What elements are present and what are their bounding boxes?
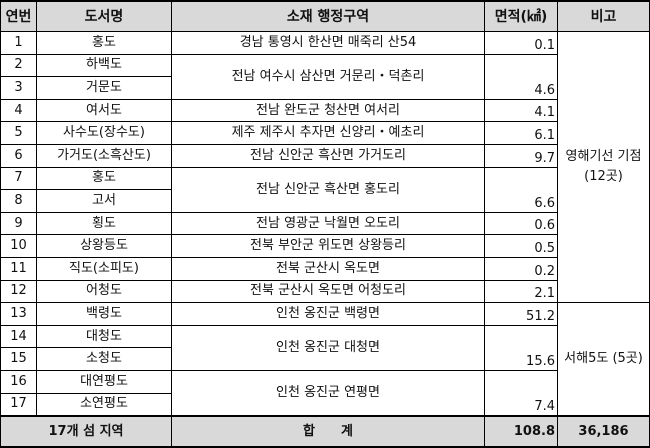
table-row: 10 상왕등도 전북 부안군 위도면 상왕등리 0.5 (0, 234, 650, 258)
table-row: 8 고서 (0, 189, 650, 213)
header-region: 소재 행정구역 (171, 0, 485, 32)
row-name: 소청도 (36, 347, 172, 371)
header-area: 면적(㎢) (484, 0, 558, 32)
row-name: 소연평도 (36, 392, 172, 417)
row-no: 6 (0, 143, 37, 168)
row-area: 7.4 (484, 369, 558, 417)
row-region: 전남 신안군 흑산면 홍도리 (171, 166, 485, 213)
row-region: 인천 옹진군 백령면 (171, 302, 485, 326)
row-area: 0.6 (484, 211, 558, 236)
row-no: 12 (0, 279, 37, 304)
note-baseline: 영해기선 기점 (12곳) (557, 30, 650, 304)
row-area: 9.7 (484, 143, 558, 168)
row-region: 전북 군산시 옥도면 (171, 256, 485, 281)
row-name: 대연평도 (36, 369, 172, 394)
table-row: 13 백령도 인천 옹진군 백령면 51.2 서해5도 (5곳) (0, 302, 650, 417)
row-name: 거문도 (36, 76, 172, 100)
row-region: 전북 군산시 옥도면 어청도리 (171, 279, 485, 304)
row-name: 홍도 (36, 31, 172, 55)
row-name: 직도(소피도) (36, 256, 172, 281)
note-west-sea: 서해5도 (5곳) (557, 302, 650, 417)
row-area: 4.1 (484, 98, 558, 123)
row-region: 인천 옹진군 대청면 (171, 324, 485, 371)
row-no: 3 (0, 76, 37, 100)
row-area: 4.6 (484, 53, 558, 100)
row-no: 10 (0, 234, 37, 258)
table-row: 9 횡도 전남 영광군 낙월면 오도리 0.6 (0, 211, 650, 236)
table-row: 11 직도(소피도) 전북 군산시 옥도면 0.2 (0, 256, 650, 281)
row-area: 15.6 (484, 324, 558, 371)
row-no: 1 (0, 31, 37, 55)
row-region: 경남 통영시 한산면 매죽리 산54 (171, 31, 485, 55)
row-name: 가거도(소흑산도) (36, 143, 172, 168)
table-row: 5 사수도(장수도) 제주 제주시 추자면 신양리・예초리 6.1 (0, 121, 650, 145)
row-region: 전남 여수시 삼산면 거문리・덕촌리 (171, 53, 485, 100)
header-note: 비고 (557, 0, 650, 32)
row-no: 11 (0, 256, 37, 281)
row-no: 17 (0, 392, 37, 417)
table-row: 1 홍도 경남 통영시 한산면 매죽리 산54 0.1 영해기선 기점 (12곳… (0, 30, 650, 304)
row-name: 상왕등도 (36, 234, 172, 258)
row-no: 7 (0, 166, 37, 191)
row-region: 인천 옹진군 연평면 (171, 369, 485, 417)
row-region: 전남 완도군 청산면 여서리 (171, 98, 485, 123)
row-area: 2.1 (484, 279, 558, 304)
row-area: 6.6 (484, 166, 558, 213)
row-name: 홍도 (36, 166, 172, 191)
row-area: 0.1 (484, 31, 558, 55)
table-row: 6 가거도(소흑산도) 전남 신안군 흑산면 가거도리 9.7 (0, 143, 650, 168)
header-row: 연번 도서명 소재 행정구역 면적(㎢) 비고 (0, 0, 650, 32)
row-area: 0.2 (484, 256, 558, 281)
row-name: 사수도(장수도) (36, 121, 172, 145)
row-area: 6.1 (484, 121, 558, 145)
row-name: 하백도 (36, 53, 172, 78)
row-no: 8 (0, 189, 37, 213)
row-name: 백령도 (36, 302, 172, 326)
row-area: 0.5 (484, 234, 558, 258)
total-note: 36,186 (557, 415, 650, 448)
row-no: 9 (0, 211, 37, 236)
table-row: 16 대연평도 인천 옹진군 연평면 7.4 (0, 369, 650, 417)
row-region: 전남 신안군 흑산면 가거도리 (171, 143, 485, 168)
table-row: 7 홍도 전남 신안군 흑산면 홍도리 6.6 (0, 166, 650, 213)
row-region: 제주 제주시 추자면 신양리・예초리 (171, 121, 485, 145)
row-no: 5 (0, 121, 37, 145)
row-name: 대청도 (36, 324, 172, 349)
row-no: 14 (0, 324, 37, 349)
header-no: 연번 (0, 0, 37, 32)
row-area: 51.2 (484, 302, 558, 326)
total-area: 108.8 (484, 415, 558, 448)
row-no: 16 (0, 369, 37, 394)
row-region: 전남 영광군 낙월면 오도리 (171, 211, 485, 236)
row-no: 13 (0, 302, 37, 326)
table-row: 4 여서도 전남 완도군 청산면 여서리 4.1 (0, 98, 650, 123)
row-no: 2 (0, 53, 37, 78)
total-row: 17개 섬 지역 합 계 108.8 36,186 (0, 415, 650, 448)
total-sum-label: 합 계 (171, 415, 485, 448)
table-row: 2 하백도 전남 여수시 삼산면 거문리・덕촌리 4.6 (0, 53, 650, 100)
table-row: 14 대청도 인천 옹진군 대청면 15.6 (0, 324, 650, 371)
row-no: 4 (0, 98, 37, 123)
header-name: 도서명 (36, 0, 172, 32)
table-row: 17 소연평도 (0, 392, 650, 417)
row-no: 15 (0, 347, 37, 371)
row-region: 전북 부안군 위도면 상왕등리 (171, 234, 485, 258)
total-label: 17개 섬 지역 (0, 415, 172, 448)
row-name: 여서도 (36, 98, 172, 123)
table-row: 12 어청도 전북 군산시 옥도면 어청도리 2.1 (0, 279, 650, 304)
row-name: 횡도 (36, 211, 172, 236)
row-name: 어청도 (36, 279, 172, 304)
row-name: 고서 (36, 189, 172, 213)
